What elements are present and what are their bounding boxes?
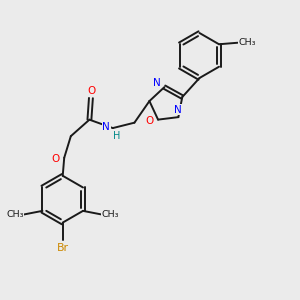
Text: N: N bbox=[175, 105, 182, 115]
Text: O: O bbox=[87, 86, 96, 97]
Text: CH₃: CH₃ bbox=[102, 210, 119, 219]
Text: O: O bbox=[146, 116, 154, 126]
Text: O: O bbox=[52, 154, 60, 164]
Text: Br: Br bbox=[57, 243, 69, 253]
Text: CH₃: CH₃ bbox=[238, 38, 256, 47]
Text: CH₃: CH₃ bbox=[6, 210, 24, 219]
Text: N: N bbox=[153, 78, 161, 88]
Text: H: H bbox=[113, 131, 120, 141]
Text: N: N bbox=[102, 122, 110, 132]
